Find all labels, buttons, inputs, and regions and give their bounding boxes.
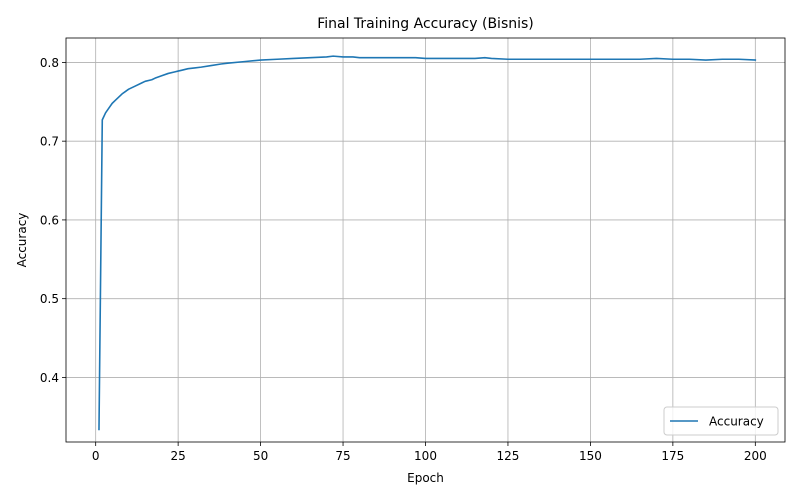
x-tick-label: 175	[661, 449, 684, 463]
grid	[66, 38, 785, 442]
y-tick-label: 0.6	[40, 213, 59, 227]
legend-box	[663, 406, 779, 436]
legend: Accuracy	[663, 406, 779, 436]
x-tick-label: 100	[414, 449, 437, 463]
y-tick-label: 0.4	[40, 371, 59, 385]
series-line-accuracy	[98, 55, 757, 431]
y-tick-label: 0.5	[40, 292, 59, 306]
x-tick-label: 150	[579, 449, 602, 463]
y-axis-ticks: 0.4 0.5 0.6 0.7 0.8	[40, 56, 66, 385]
legend-label-accuracy: Accuracy	[709, 415, 764, 429]
x-tick-label: 50	[253, 449, 268, 463]
x-tick-label: 125	[497, 449, 520, 463]
y-tick-label: 0.7	[40, 135, 59, 149]
x-tick-label: 0	[92, 449, 100, 463]
x-axis-ticks: 0 25 50 75 100 125 150 175 200	[92, 442, 767, 463]
x-axis-label: Epoch	[407, 471, 444, 485]
x-tick-label: 200	[744, 449, 767, 463]
chart-title: Final Training Accuracy (Bisnis)	[317, 16, 534, 32]
x-tick-label: 75	[335, 449, 350, 463]
series-layer	[98, 55, 757, 431]
x-tick-label: 25	[170, 449, 185, 463]
y-tick-label: 0.8	[40, 56, 59, 70]
y-axis-label: Accuracy	[15, 213, 29, 268]
